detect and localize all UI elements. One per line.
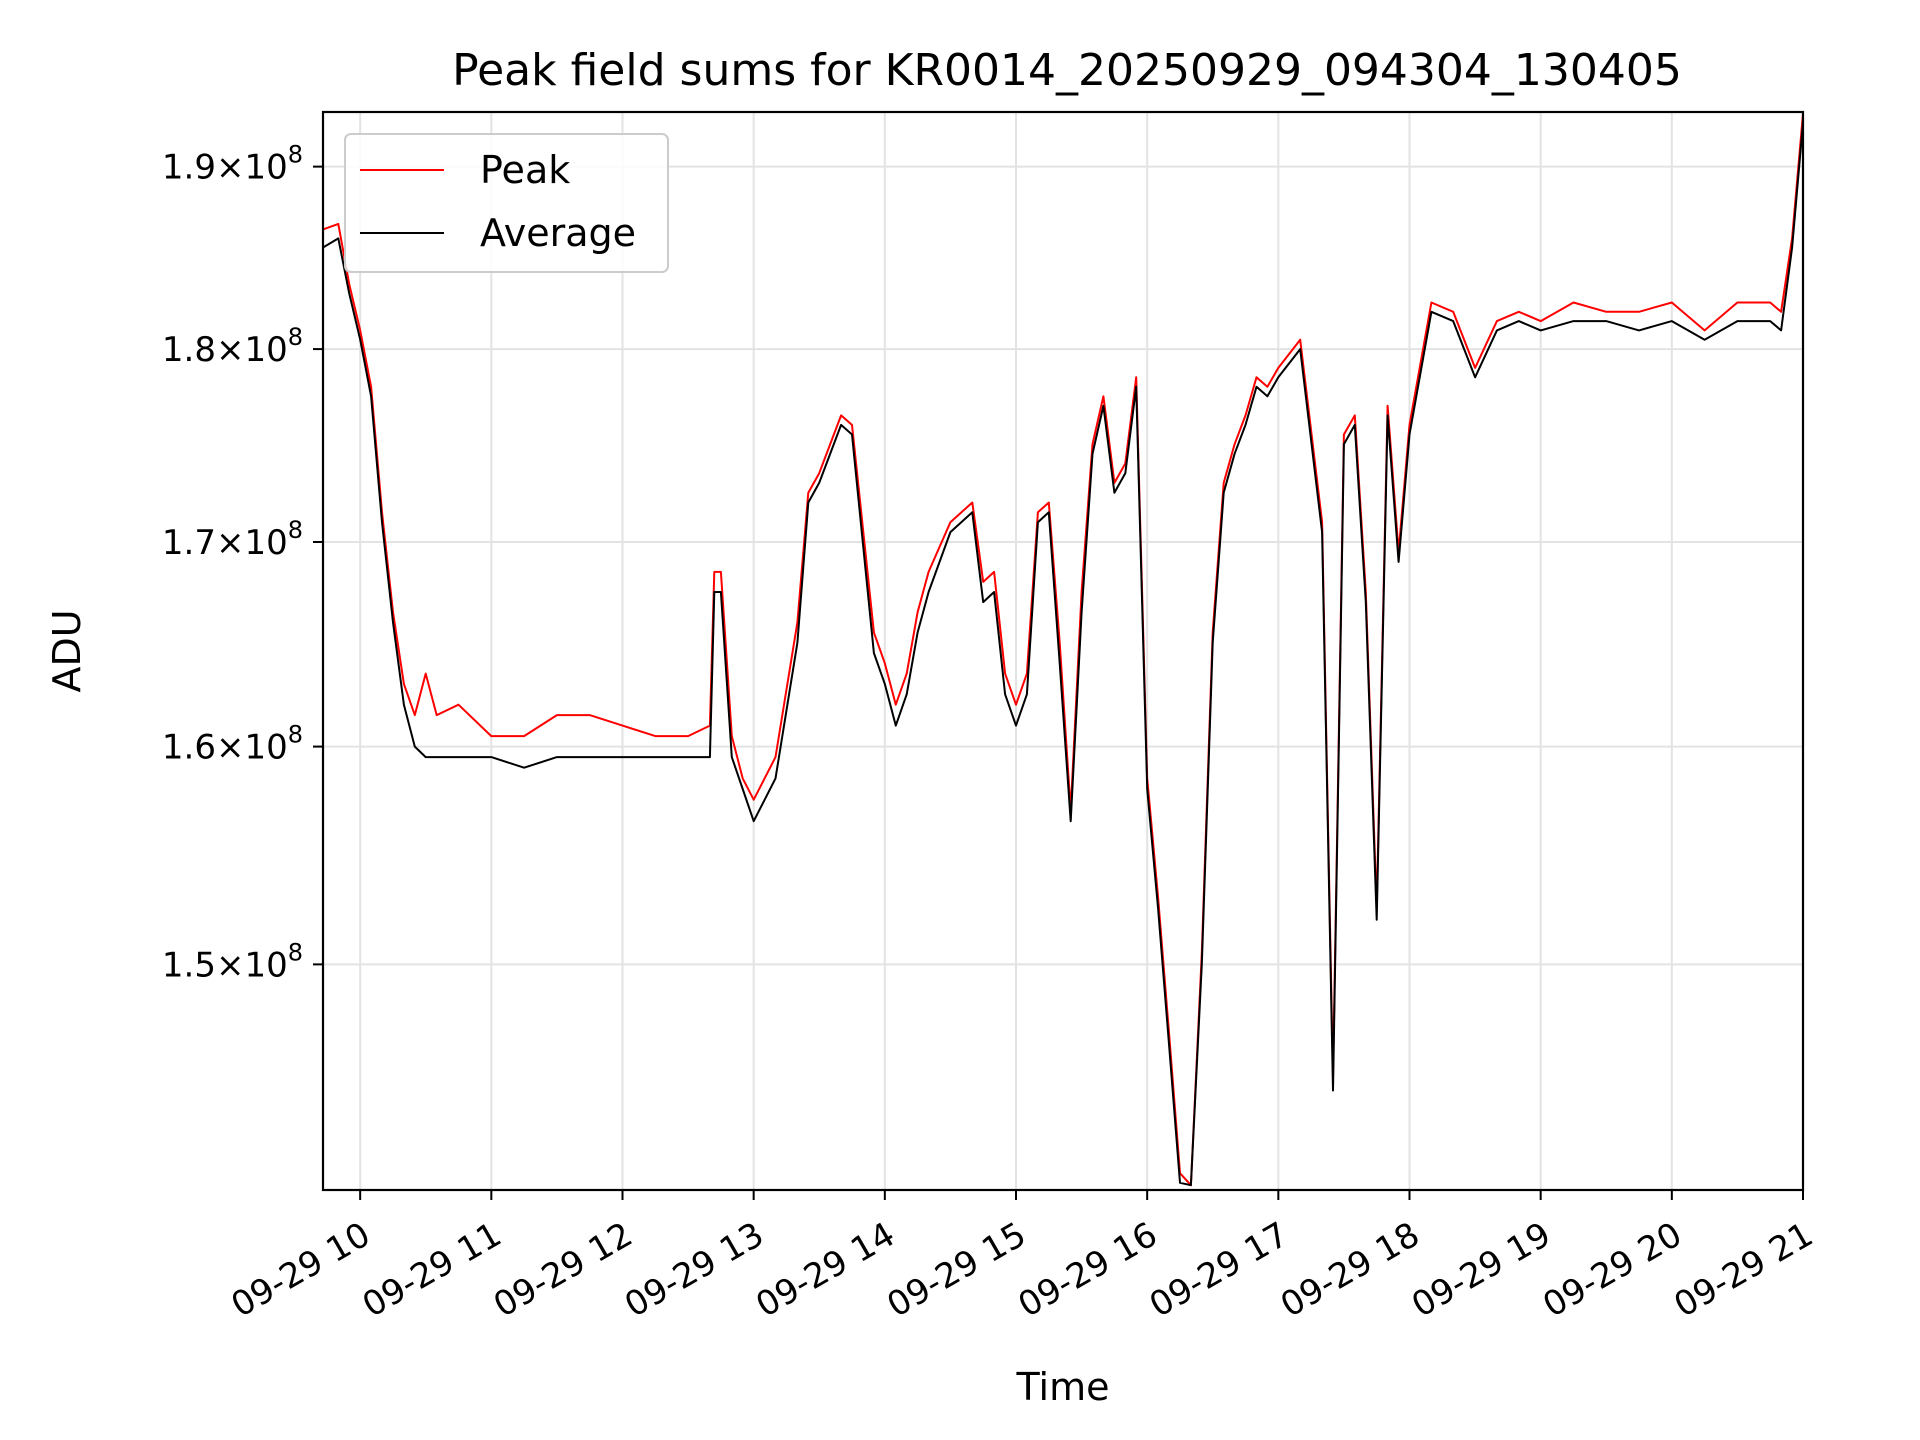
x-tick-label: 09-29 16 [1012,1215,1164,1326]
x-tick-label: 09-29 17 [1143,1215,1295,1326]
y-tick-label: 1.8×108 [162,323,303,370]
y-tick-label: 1.6×108 [162,721,303,768]
y-tick-label: 1.7×108 [162,516,303,563]
plot-area [321,110,1805,1192]
x-axis-label: Time [1016,1365,1110,1409]
x-tick-label: 09-29 15 [881,1215,1033,1326]
x-tick-label: 09-29 13 [618,1215,770,1326]
y-tick-label: 1.5×108 [162,938,303,985]
legend-label-peak: Peak [480,148,570,192]
x-tick-label: 09-29 18 [1274,1215,1426,1326]
legend: Peak Average [344,133,669,273]
x-tick-label: 09-29 14 [749,1215,901,1326]
series-line-average [323,122,1803,1187]
x-tick-label: 09-29 10 [225,1215,377,1326]
x-tick-label: 09-29 21 [1668,1215,1820,1326]
series-layer [323,113,1803,1187]
y-axis-label: ADU [45,609,89,692]
chart-title: Peak field sums for KR0014_20250929_0943… [452,45,1682,96]
legend-label-average: Average [480,211,636,255]
x-tick-label: 09-29 11 [356,1215,508,1326]
grid [323,112,1804,1190]
x-tick-label: 09-29 19 [1405,1215,1557,1326]
legend-box [344,133,669,273]
y-tick-label: 1.9×108 [162,141,303,188]
series-line-peak [323,113,1803,1187]
x-tick-label: 09-29 20 [1536,1215,1688,1326]
y-axis: 1.5×108 1.6×108 1.7×108 1.8×108 1.9×108 [162,141,323,985]
x-tick-label: 09-29 12 [487,1215,639,1326]
